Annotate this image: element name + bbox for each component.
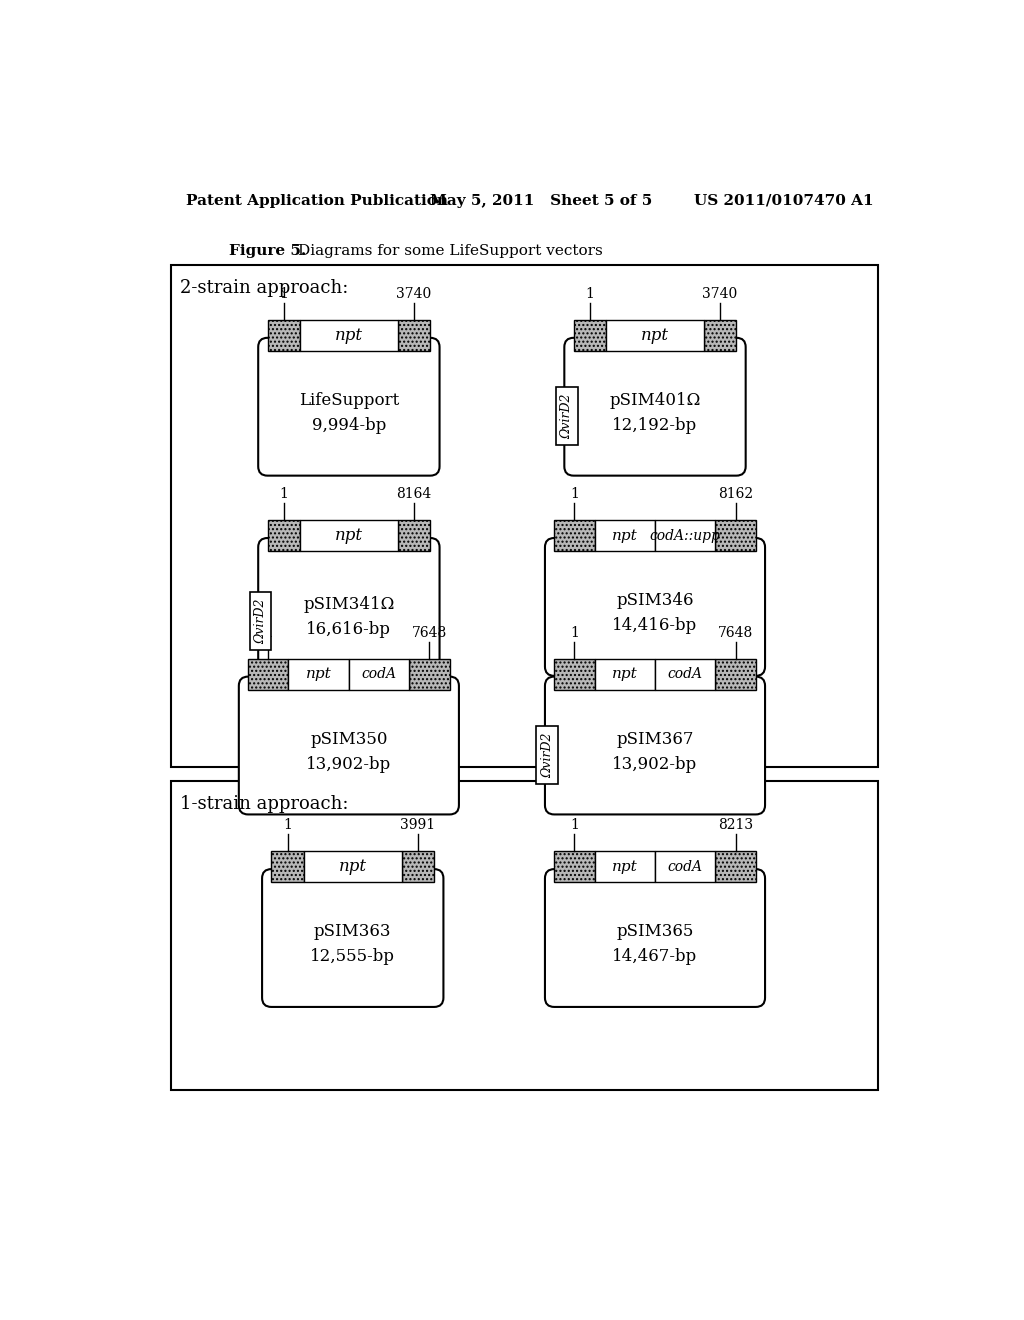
FancyBboxPatch shape <box>545 677 765 814</box>
Bar <box>250 593 271 649</box>
Text: 1: 1 <box>570 626 579 640</box>
Bar <box>716 851 756 882</box>
Bar <box>595 659 655 689</box>
Text: pSIM341Ω
16,616-bp: pSIM341Ω 16,616-bp <box>303 597 394 638</box>
Text: May 5, 2011   Sheet 5 of 5: May 5, 2011 Sheet 5 of 5 <box>430 194 652 207</box>
Text: 1: 1 <box>570 487 579 502</box>
FancyBboxPatch shape <box>239 677 459 814</box>
Text: codA: codA <box>668 859 702 874</box>
Text: 8213: 8213 <box>718 818 754 832</box>
Bar <box>267 321 300 351</box>
Bar <box>556 387 578 445</box>
Text: npt: npt <box>612 529 638 543</box>
Bar <box>655 851 716 882</box>
Text: pSIM346
14,416-bp: pSIM346 14,416-bp <box>612 593 697 634</box>
Bar <box>655 659 716 689</box>
FancyBboxPatch shape <box>262 869 443 1007</box>
Bar <box>595 520 655 552</box>
Text: npt: npt <box>612 859 638 874</box>
Text: npt: npt <box>641 327 669 345</box>
Bar <box>300 321 397 351</box>
Bar <box>397 321 430 351</box>
Text: 7648: 7648 <box>412 626 447 640</box>
Text: pSIM401Ω
12,192-bp: pSIM401Ω 12,192-bp <box>609 392 700 434</box>
Bar <box>171 780 879 1090</box>
Bar <box>703 321 736 351</box>
Bar <box>271 851 304 882</box>
Bar <box>304 851 401 882</box>
Text: npt: npt <box>612 668 638 681</box>
Bar <box>716 659 756 689</box>
FancyBboxPatch shape <box>545 539 765 676</box>
Bar <box>289 659 349 689</box>
Text: ΩvirD2: ΩvirD2 <box>254 598 267 644</box>
Text: LifeSupport
9,994-bp: LifeSupport 9,994-bp <box>299 392 399 434</box>
Text: 7648: 7648 <box>718 626 754 640</box>
Text: 3740: 3740 <box>396 286 431 301</box>
FancyBboxPatch shape <box>564 338 745 475</box>
Bar <box>171 264 879 767</box>
Text: pSIM367
13,902-bp: pSIM367 13,902-bp <box>612 731 697 772</box>
Bar <box>349 659 410 689</box>
FancyBboxPatch shape <box>258 539 439 684</box>
Text: ΩvirD2: ΩvirD2 <box>560 393 573 438</box>
Text: 2-strain approach:: 2-strain approach: <box>180 279 348 297</box>
Bar <box>401 851 434 882</box>
Bar <box>595 851 655 882</box>
Bar <box>300 520 397 552</box>
Text: 3991: 3991 <box>400 818 435 832</box>
Text: codA::upp: codA::upp <box>650 529 721 543</box>
Bar <box>267 520 300 552</box>
Text: npt: npt <box>339 858 367 875</box>
Text: npt: npt <box>306 668 332 681</box>
Text: codA: codA <box>361 668 396 681</box>
Text: 1-strain approach:: 1-strain approach: <box>180 795 348 813</box>
Bar <box>716 520 756 552</box>
Text: 1: 1 <box>264 626 272 640</box>
Bar <box>655 520 716 552</box>
Text: 1: 1 <box>570 818 579 832</box>
FancyBboxPatch shape <box>545 869 765 1007</box>
Bar <box>397 520 430 552</box>
Text: US 2011/0107470 A1: US 2011/0107470 A1 <box>693 194 873 207</box>
Text: 8164: 8164 <box>396 487 431 502</box>
Text: 1: 1 <box>586 286 594 301</box>
Text: npt: npt <box>335 327 362 345</box>
Text: ΩvirD2: ΩvirD2 <box>541 733 554 777</box>
Text: 8162: 8162 <box>718 487 754 502</box>
Text: pSIM350
13,902-bp: pSIM350 13,902-bp <box>306 731 391 772</box>
Text: codA: codA <box>668 668 702 681</box>
Text: npt: npt <box>335 527 362 544</box>
Bar <box>554 659 595 689</box>
Text: pSIM365
14,467-bp: pSIM365 14,467-bp <box>612 923 697 965</box>
Bar <box>573 321 606 351</box>
Bar <box>606 321 703 351</box>
Text: 1: 1 <box>284 818 292 832</box>
Bar <box>248 659 289 689</box>
FancyBboxPatch shape <box>258 338 439 475</box>
Bar <box>537 726 558 784</box>
Bar <box>410 659 450 689</box>
Text: Patent Application Publication: Patent Application Publication <box>186 194 449 207</box>
Text: 1: 1 <box>280 286 288 301</box>
Text: 3740: 3740 <box>702 286 737 301</box>
Text: Diagrams for some LifeSupport vectors: Diagrams for some LifeSupport vectors <box>299 244 603 257</box>
Bar <box>554 851 595 882</box>
Text: 1: 1 <box>280 487 288 502</box>
Bar <box>554 520 595 552</box>
Text: pSIM363
12,555-bp: pSIM363 12,555-bp <box>310 923 395 965</box>
Text: Figure 5.: Figure 5. <box>228 244 306 257</box>
